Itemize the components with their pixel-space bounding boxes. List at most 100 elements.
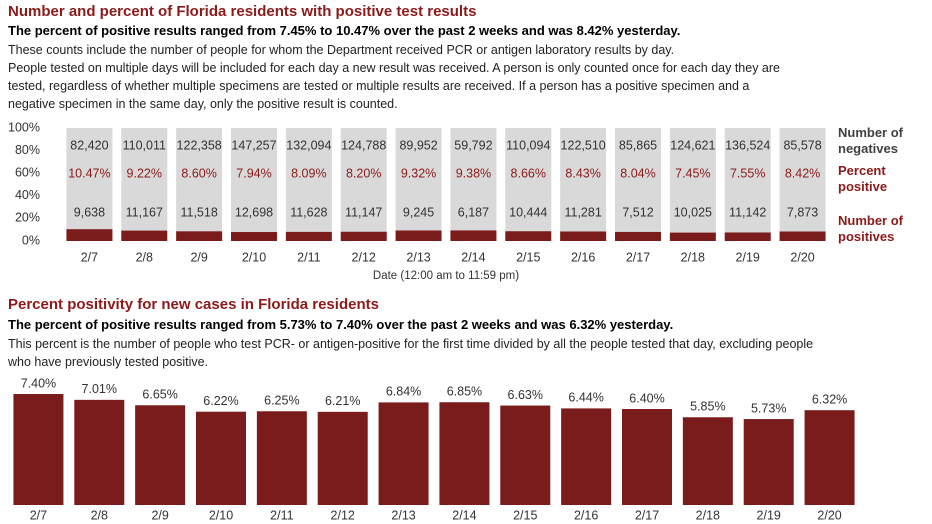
x-tick-label: 2/16 <box>574 508 598 522</box>
data-label: 9,638 <box>74 205 105 219</box>
negative-segment <box>176 128 223 232</box>
positive-segment <box>560 231 607 241</box>
data-label: 122,510 <box>561 138 606 152</box>
x-tick-label: 2/11 <box>270 508 293 522</box>
bar <box>74 399 125 505</box>
data-label: 6.65% <box>142 388 177 402</box>
data-label: 7.40% <box>21 376 56 390</box>
data-label: 59,792 <box>454 138 492 152</box>
x-tick-label: 2/9 <box>190 250 207 264</box>
legend-label: Percent positive <box>838 163 888 194</box>
data-label: 6,187 <box>458 205 489 219</box>
x-tick-label: 2/12 <box>352 250 376 264</box>
chart-subtitle: The percent of positive results ranged f… <box>8 23 681 38</box>
negative-segment <box>395 128 442 231</box>
data-label: 9.38% <box>456 166 491 180</box>
negative-segment <box>285 128 332 232</box>
data-label: 11,167 <box>126 205 163 219</box>
x-tick-label: 2/15 <box>513 508 537 522</box>
data-label: 6.25% <box>264 394 299 408</box>
data-label: 124,621 <box>670 138 715 152</box>
x-tick-label: 2/12 <box>331 508 355 522</box>
x-tick-label: 2/20 <box>790 250 814 264</box>
positive-segment <box>285 231 332 241</box>
data-label: 9.22% <box>127 166 162 180</box>
data-label: 6.32% <box>812 392 847 406</box>
x-tick-label: 2/8 <box>91 508 108 522</box>
positive-segment <box>779 231 826 241</box>
y-tick-label: 80% <box>15 143 40 157</box>
legend-label: Number of negatives <box>838 125 903 156</box>
data-label: 85,865 <box>619 138 657 152</box>
data-label: 8.66% <box>511 166 546 180</box>
x-tick-label: 2/9 <box>151 508 168 522</box>
positive-segment <box>121 230 168 241</box>
data-label: 6.85% <box>447 385 482 399</box>
chart-description: These counts include the number of peopl… <box>8 41 798 113</box>
y-tick-label: 60% <box>15 165 40 179</box>
data-label: 10,444 <box>509 205 547 219</box>
chart-title: Number and percent of Florida residents … <box>8 3 477 20</box>
x-tick-label: 2/14 <box>452 508 476 522</box>
data-label: 147,257 <box>231 138 276 152</box>
data-label: 10,025 <box>674 205 712 219</box>
data-label: 89,952 <box>399 138 437 152</box>
bar <box>135 405 186 505</box>
bar <box>622 409 672 505</box>
data-label: 5.85% <box>690 400 725 414</box>
x-tick-label: 2/17 <box>635 508 659 522</box>
x-tick-label: 2/15 <box>516 250 540 264</box>
bar <box>378 402 429 505</box>
negative-segment <box>505 128 552 232</box>
data-label: 6.22% <box>203 394 238 408</box>
data-label: 136,524 <box>725 138 770 152</box>
data-label: 82,420 <box>70 138 108 152</box>
data-label: 85,578 <box>783 138 821 152</box>
x-tick-label: 2/18 <box>681 250 705 264</box>
data-label: 132,094 <box>286 138 331 152</box>
bar <box>256 411 307 505</box>
data-label: 5.73% <box>751 401 786 415</box>
data-label: 11,628 <box>290 205 327 219</box>
data-label: 6.21% <box>325 394 360 408</box>
x-tick-label: 2/11 <box>297 250 320 264</box>
x-tick-label: 2/13 <box>391 508 415 522</box>
data-label: 6.44% <box>568 391 603 405</box>
data-label: 8.20% <box>346 166 381 180</box>
data-label: 9.32% <box>401 166 436 180</box>
data-label: 11,142 <box>729 205 766 219</box>
negative-segment <box>669 128 716 233</box>
data-label: 7,512 <box>622 205 653 219</box>
y-tick-label: 40% <box>15 188 40 202</box>
bar <box>196 411 246 505</box>
x-tick-label: 2/7 <box>81 250 98 264</box>
negative-segment <box>66 128 113 230</box>
negative-segment <box>340 128 387 232</box>
description-paragraph: People tested on multiple days will be i… <box>8 61 780 111</box>
chart-subtitle: The percent of positive results ranged f… <box>8 317 674 332</box>
bar <box>500 405 551 505</box>
x-tick-label: 2/16 <box>571 250 595 264</box>
bar <box>439 402 490 505</box>
data-label: 11,281 <box>564 205 601 219</box>
data-label: 7,873 <box>787 205 818 219</box>
data-label: 10.47% <box>68 166 110 180</box>
positive-segment <box>450 230 497 241</box>
x-tick-label: 2/13 <box>406 250 430 264</box>
data-label: 12,698 <box>235 205 273 219</box>
negative-segment <box>779 128 826 232</box>
x-tick-label: 2/7 <box>30 508 47 522</box>
positive-segment <box>66 229 113 241</box>
positive-segment <box>615 231 661 241</box>
x-tick-label: 2/19 <box>757 508 781 522</box>
data-label: 6.63% <box>508 388 543 402</box>
bar <box>561 408 612 505</box>
negative-segment <box>231 128 277 233</box>
positive-segment <box>505 231 552 241</box>
x-tick-label: 2/8 <box>136 250 153 264</box>
negative-segment <box>450 128 497 231</box>
data-label: 6.40% <box>629 391 664 405</box>
data-label: 7.01% <box>82 382 117 396</box>
chart-title: Percent positivity for new cases in Flor… <box>8 296 379 313</box>
